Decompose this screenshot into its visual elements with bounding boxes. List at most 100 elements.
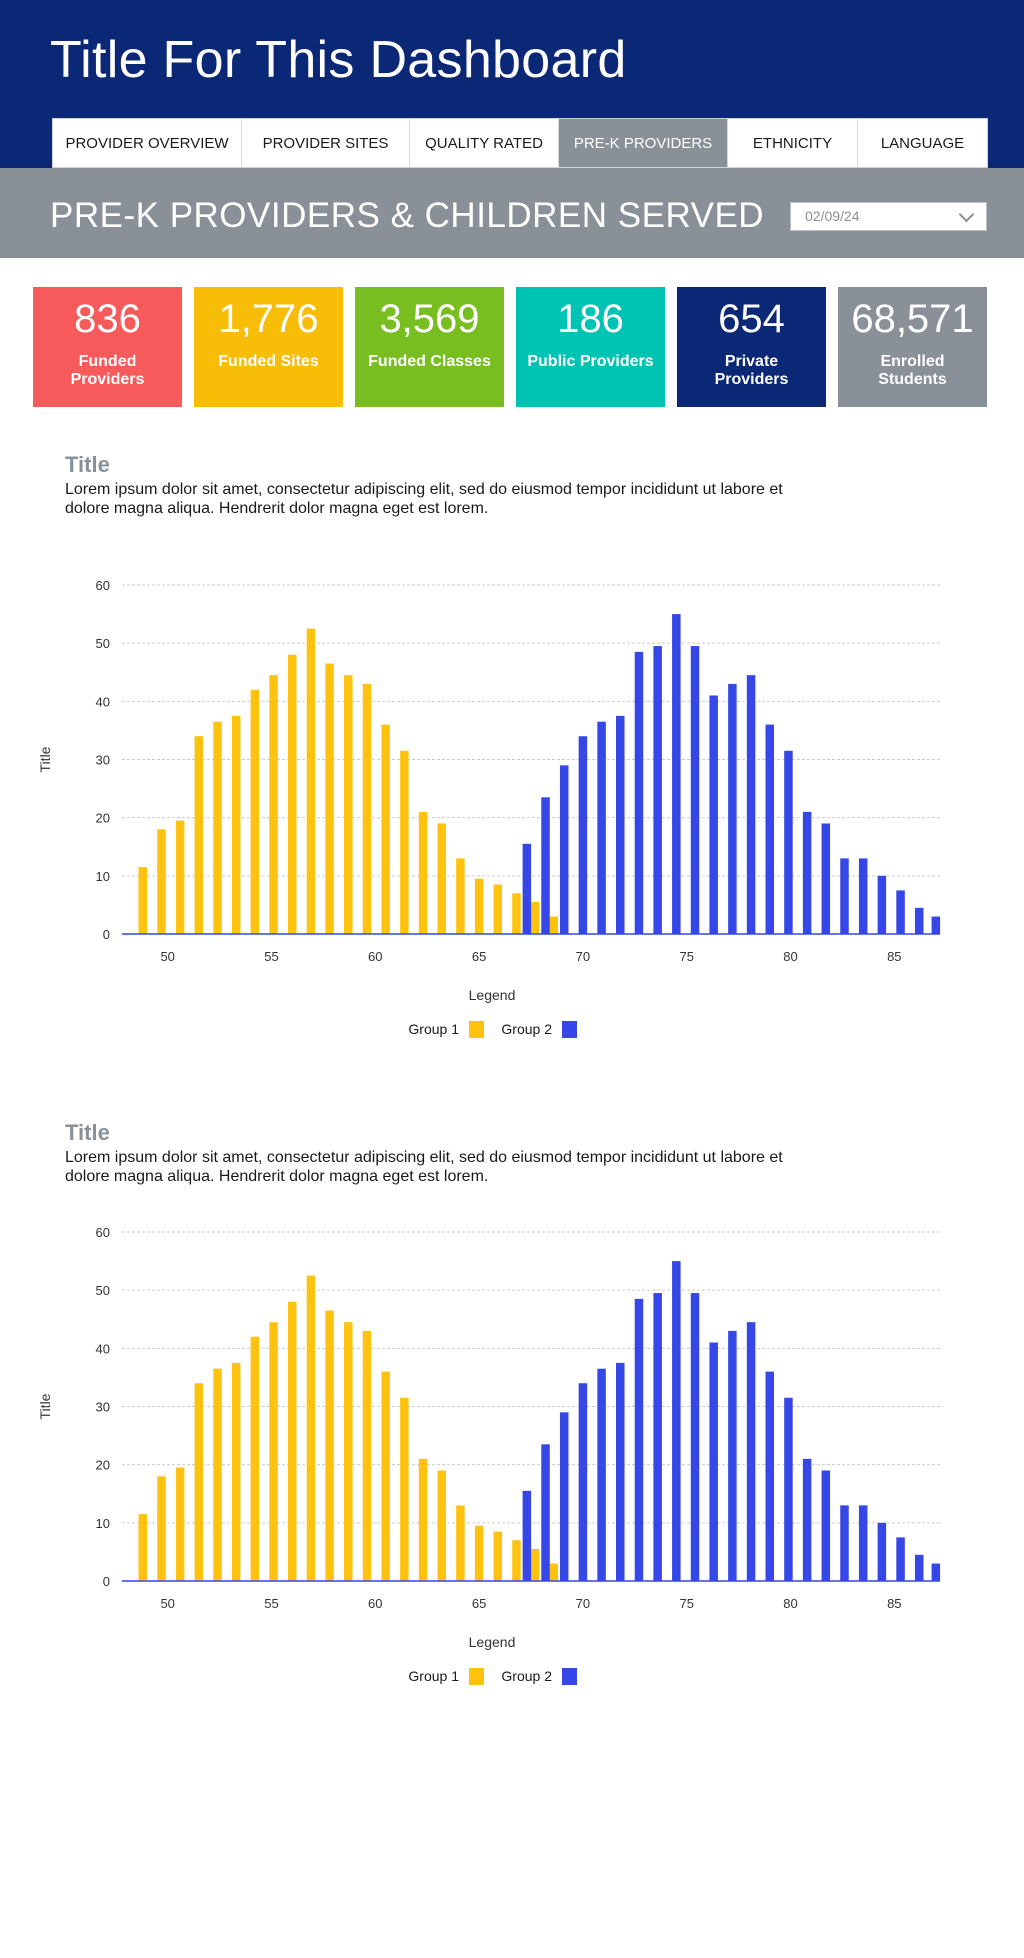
dashboard-title: Title For This Dashboard <box>50 31 627 89</box>
bar <box>858 858 868 934</box>
bar <box>522 1490 532 1581</box>
bar <box>931 1563 941 1581</box>
bar <box>456 858 465 934</box>
tab-provider-overview[interactable]: PROVIDER OVERVIEW <box>53 119 242 167</box>
bar-chart-1: 0 10 20 30 40 50 60 50 55 60 65 70 75 80 85 Title Legend… <box>37 578 941 1038</box>
nav-tabs: PROVIDER OVERVIEW PROVIDER SITES QUALITY… <box>52 118 988 168</box>
date-select[interactable]: 02/09/24 <box>790 202 987 231</box>
y-tick-label: 30 <box>96 753 110 768</box>
y-tick-label: 0 <box>103 927 110 942</box>
y-tick-label: 50 <box>96 636 110 651</box>
tab-pre-k-providers[interactable]: PRE-K PROVIDERS <box>559 119 728 167</box>
tab-provider-sites[interactable]: PROVIDER SITES <box>242 119 410 167</box>
x-tick-label: 75 <box>679 1596 693 1611</box>
bar <box>437 1470 446 1581</box>
section-title: Title <box>65 1120 110 1145</box>
kpi-card-funded-sites: 1,776 Funded Sites <box>194 287 343 407</box>
bar <box>306 1275 316 1581</box>
legend-swatch <box>469 1668 484 1685</box>
bar <box>325 1310 334 1581</box>
bar <box>690 1293 700 1581</box>
bar <box>287 1301 297 1581</box>
bar <box>138 1514 148 1581</box>
bar <box>157 1476 166 1581</box>
bar <box>362 683 372 934</box>
bar <box>138 867 148 934</box>
bar <box>194 1383 204 1581</box>
kpi-value: 836 <box>74 297 141 341</box>
chevron-down-icon <box>958 206 975 223</box>
x-tick-label: 85 <box>887 949 901 964</box>
page-title: PRE-K PROVIDERS & CHILDREN SERVED <box>50 196 765 235</box>
bar <box>530 1549 540 1581</box>
kpi-card-funded-providers: 836 Funded Providers <box>33 287 182 407</box>
kpi-card-funded-classes: 3,569 Funded Classes <box>355 287 504 407</box>
section-description: Lorem ipsum dolor sit amet, consectetur … <box>65 481 783 517</box>
section-description: Lorem ipsum dolor sit amet, consectetur … <box>65 1149 783 1185</box>
bar <box>709 695 718 934</box>
bar <box>306 628 316 934</box>
bar <box>559 765 569 934</box>
legend-label: Group 1 <box>408 1668 459 1684</box>
x-tick-label: 50 <box>160 949 174 964</box>
bar <box>344 1322 353 1581</box>
kpi-value: 654 <box>718 297 785 341</box>
bar <box>690 646 700 934</box>
kpi-value: 1,776 <box>218 297 319 341</box>
bar <box>175 1467 185 1581</box>
bar <box>474 878 484 934</box>
bar <box>231 715 241 934</box>
bar <box>549 1563 559 1581</box>
y-tick-label: 40 <box>96 694 110 709</box>
tab-ethnicity[interactable]: ETHNICITY <box>728 119 858 167</box>
tab-quality-rated[interactable]: QUALITY RATED <box>410 119 559 167</box>
bar <box>653 1293 662 1581</box>
y-tick-label: 20 <box>96 811 110 826</box>
bar <box>728 1330 737 1581</box>
x-tick-label: 85 <box>887 1596 901 1611</box>
bar <box>896 890 905 934</box>
bar <box>802 811 812 934</box>
bar <box>269 1322 278 1581</box>
bar <box>175 820 185 934</box>
bar <box>653 646 662 934</box>
bar <box>456 1505 465 1581</box>
bar <box>616 1362 625 1581</box>
bar <box>325 663 334 934</box>
bar <box>493 1531 503 1581</box>
bar <box>578 736 588 934</box>
bar <box>877 875 887 934</box>
legend-swatch <box>469 1021 484 1038</box>
bar <box>672 614 681 934</box>
bar <box>840 1505 849 1581</box>
kpi-label: Funded Classes <box>368 353 491 370</box>
kpi-card-private-providers: 654 Private Providers <box>677 287 826 407</box>
legend-label: Group 1 <box>408 1021 459 1037</box>
x-tick-label: 55 <box>264 1596 278 1611</box>
kpi-cards: 836 Funded Providers 1,776 Funded Sites 3,… <box>33 287 987 407</box>
x-tick-label: 60 <box>368 1596 382 1611</box>
bar <box>541 797 550 934</box>
dashboard-header: Title For This Dashboard PROVIDER OVERVI… <box>0 0 1024 170</box>
kpi-label: Public Providers <box>527 353 654 370</box>
bar <box>877 1522 887 1581</box>
bar <box>530 902 540 934</box>
x-tick-label: 70 <box>576 1596 590 1611</box>
y-tick-label: 20 <box>96 1458 110 1473</box>
y-tick-label: 10 <box>96 869 110 884</box>
kpi-label: Enrolled Students <box>878 353 947 388</box>
bar <box>362 1330 372 1581</box>
bar <box>597 721 606 934</box>
y-tick-label: 0 <box>103 1574 110 1589</box>
tab-language[interactable]: LANGUAGE <box>880 134 965 152</box>
chart-legend: Group 1 Group 2 <box>408 1021 577 1038</box>
bar <box>821 1470 831 1581</box>
bar-chart-2: 0 10 20 30 40 50 60 50 55 60 65 70 75 80 85 Title Legend… <box>37 1225 941 1685</box>
legend-label: Group 2 <box>501 1021 552 1037</box>
bar <box>269 675 278 934</box>
x-axis-label: Legend <box>469 987 516 1003</box>
legend-swatch <box>562 1021 577 1038</box>
bar <box>578 1383 588 1581</box>
bar <box>765 724 775 934</box>
kpi-value: 186 <box>557 297 624 341</box>
